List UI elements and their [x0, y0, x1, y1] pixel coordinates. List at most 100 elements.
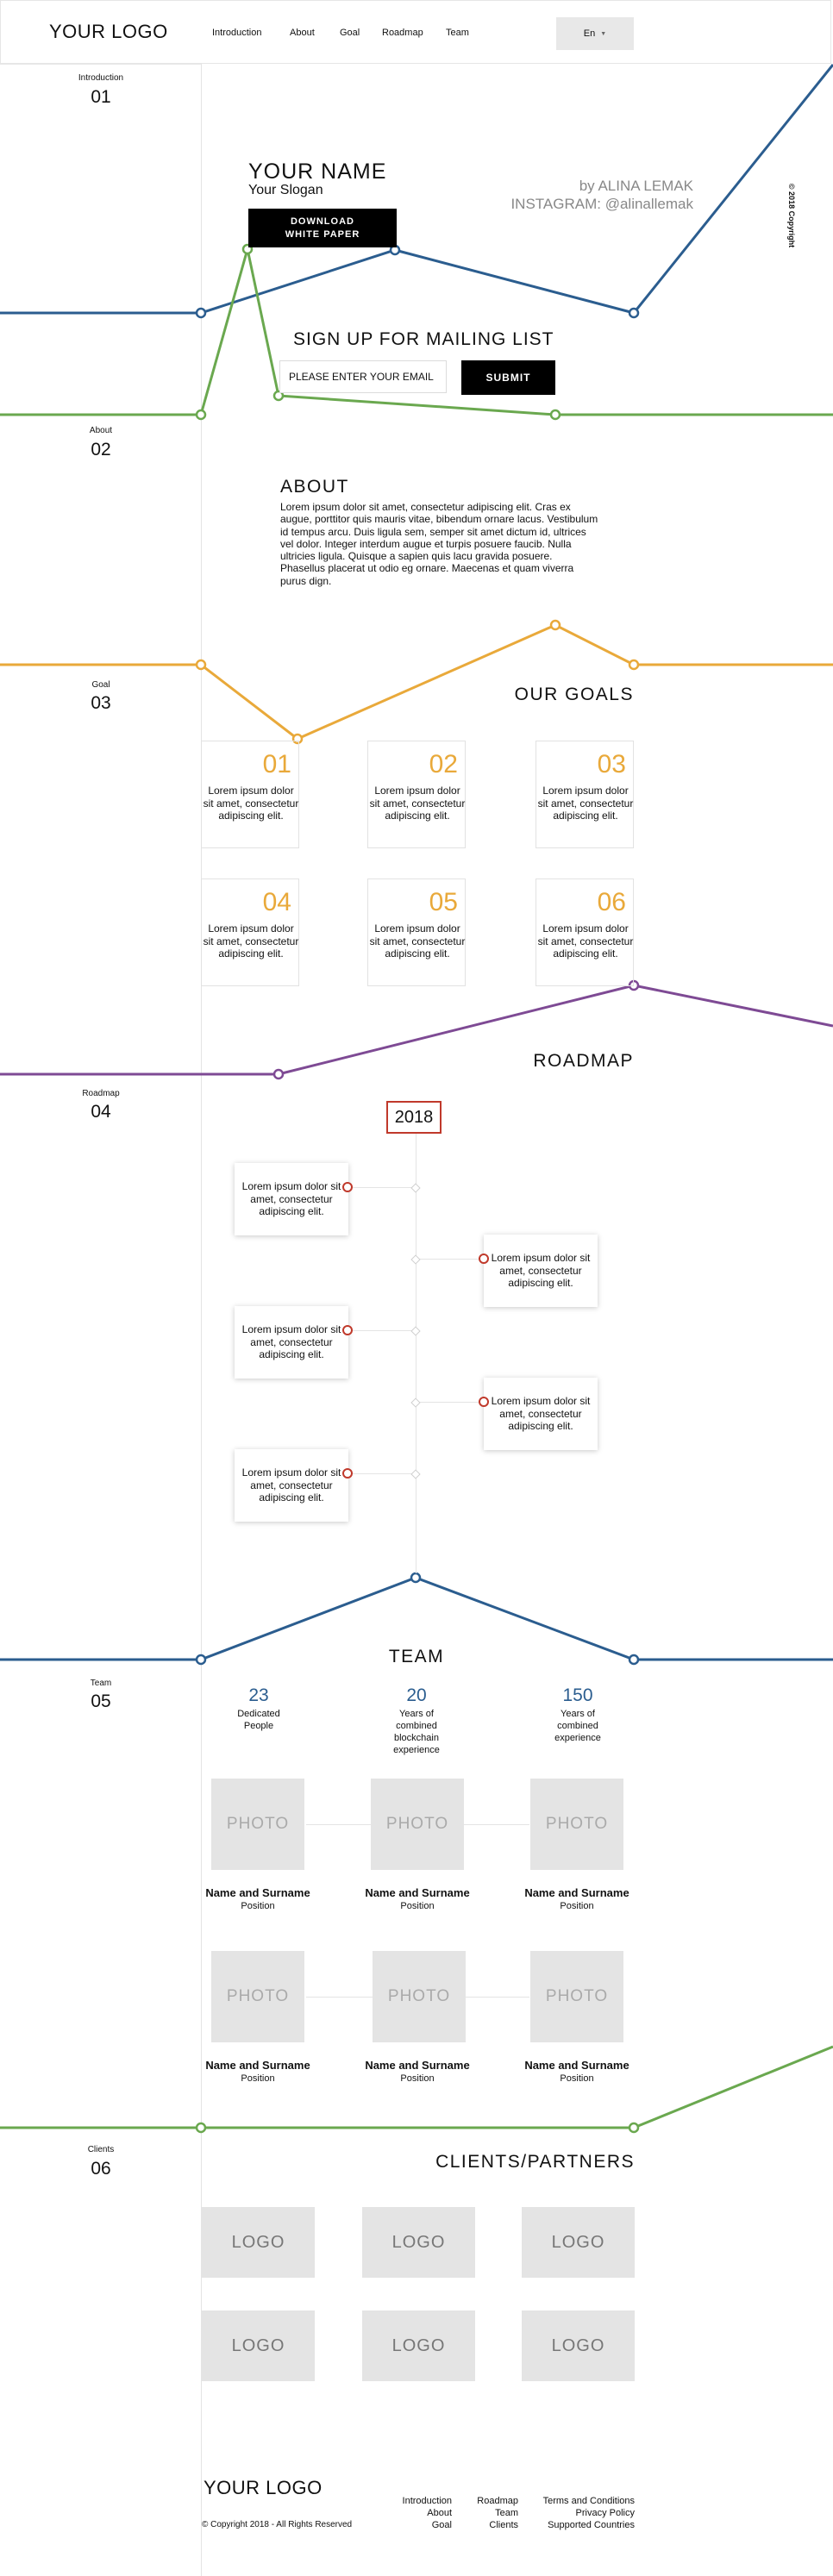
submit-button[interactable]: SUBMIT [461, 360, 555, 395]
goal-text: Lorem ipsum dolor sit amet, consectetur … [203, 785, 299, 822]
section-label-goal: Goal [91, 680, 110, 690]
footer-link-goal[interactable]: Goal [431, 2520, 452, 2530]
footer-link-terms[interactable]: Terms and Conditions [542, 2496, 635, 2506]
stat-label: Years of combined experience [554, 1709, 601, 1743]
nav-introduction[interactable]: Introduction [212, 28, 262, 38]
member-position: Position [400, 1901, 435, 1911]
member-photo: PHOTO [211, 1779, 304, 1870]
goal-text: Lorem ipsum dolor sit amet, consectetur … [369, 785, 466, 822]
roadmap-title: ROADMAP [533, 1051, 634, 1071]
author-credit: by ALINA LEMAK INSTAGRAM: @alinallemak [483, 177, 693, 213]
nav-goal[interactable]: Goal [340, 28, 360, 38]
download-label-line2: WHITE PAPER [285, 228, 360, 240]
footer-logo[interactable]: YOUR LOGO [204, 2477, 323, 2498]
footer-link-clients[interactable]: Clients [489, 2520, 518, 2530]
language-selector[interactable]: En ▼ [556, 17, 634, 50]
timeline-diamond [410, 1397, 421, 1408]
member-name: Name and Surname [365, 2059, 470, 2072]
download-label-line1: DOWNLOAD [290, 216, 354, 227]
email-input[interactable] [279, 360, 447, 393]
timeline-diamond [410, 1183, 421, 1193]
goal-text: Lorem ipsum dolor sit amet, consectetur … [537, 922, 634, 960]
section-label-introduction: Introduction [78, 73, 124, 83]
roadmap-marker [342, 1182, 353, 1192]
roadmap-connector [416, 1259, 484, 1260]
member-position: Position [560, 2073, 594, 2084]
section-number-about: 02 [91, 440, 111, 460]
mailing-list-title: SIGN UP FOR MAILING LIST [293, 329, 554, 349]
nav-team[interactable]: Team [446, 28, 469, 38]
client-logo[interactable]: LOGO [362, 2310, 475, 2381]
stat-value: 20 [406, 1685, 427, 1705]
member-position: Position [560, 1901, 594, 1911]
roadmap-marker [479, 1254, 489, 1264]
footer-link-introduction[interactable]: Introduction [402, 2496, 452, 2506]
client-logo[interactable]: LOGO [522, 2207, 635, 2278]
nav-roadmap[interactable]: Roadmap [382, 28, 423, 38]
roadmap-item: Lorem ipsum dolor sit amet, consectetur … [235, 1306, 348, 1379]
roadmap-connector [348, 1473, 416, 1474]
language-value: En [583, 28, 596, 39]
goal-card: 03 Lorem ipsum dolor sit amet, consectet… [536, 741, 634, 848]
header-logo[interactable]: YOUR LOGO [49, 21, 168, 42]
member-name: Name and Surname [205, 1886, 310, 1899]
section-label-clients: Clients [87, 2145, 115, 2154]
footer-copyright: © Copyright 2018 - All Rights Reserved [202, 2520, 353, 2529]
footer-link-roadmap[interactable]: Roadmap [477, 2496, 518, 2506]
section-number-clients: 06 [91, 2159, 111, 2179]
goal-card: 02 Lorem ipsum dolor sit amet, consectet… [367, 741, 466, 848]
roadmap-connector [348, 1187, 416, 1188]
client-logo[interactable]: LOGO [362, 2207, 475, 2278]
roadmap-item: Lorem ipsum dolor sit amet, consectetur … [235, 1163, 348, 1235]
nav-about[interactable]: About [290, 28, 315, 38]
goal-number: 04 [262, 888, 291, 916]
chevron-down-icon: ▼ [600, 30, 607, 37]
roadmap-item: Lorem ipsum dolor sit amet, consectetur … [235, 1449, 348, 1522]
goal-card: 01 Lorem ipsum dolor sit amet, consectet… [201, 741, 299, 848]
roadmap-item-text: Lorem ipsum dolor sit amet, consectetur … [241, 1323, 341, 1361]
clients-title: CLIENTS/PARTNERS [435, 2152, 635, 2172]
member-photo: PHOTO [371, 1779, 464, 1870]
roadmap-connector [416, 1402, 484, 1403]
footer-link-team[interactable]: Team [495, 2508, 518, 2518]
author-by-line: by ALINA LEMAK [579, 178, 693, 194]
roadmap-item: Lorem ipsum dolor sit amet, consectetur … [484, 1235, 598, 1307]
section-label-about: About [89, 426, 113, 435]
member-position: Position [400, 2073, 435, 2084]
goal-card: 06 Lorem ipsum dolor sit amet, consectet… [536, 878, 634, 986]
footer-links-col2: Roadmap Team Clients [431, 2495, 518, 2531]
member-name: Name and Surname [365, 1886, 470, 1899]
team-title: TEAM [388, 1647, 445, 1666]
member-photo: PHOTO [211, 1951, 304, 2042]
author-instagram[interactable]: INSTAGRAM: @alinallemak [510, 196, 693, 212]
goal-text: Lorem ipsum dolor sit amet, consectetur … [537, 785, 634, 822]
roadmap-item-text: Lorem ipsum dolor sit amet, consectetur … [241, 1466, 341, 1504]
footer-link-privacy[interactable]: Privacy Policy [575, 2508, 635, 2518]
download-white-paper-button[interactable]: DOWNLOAD WHITE PAPER [248, 209, 397, 247]
member-photo: PHOTO [530, 1779, 623, 1870]
goal-text: Lorem ipsum dolor sit amet, consectetur … [203, 922, 299, 960]
roadmap-marker [342, 1325, 353, 1335]
section-number-goal: 03 [91, 693, 111, 713]
footer-link-countries[interactable]: Supported Countries [548, 2520, 635, 2530]
section-number-introduction: 01 [91, 87, 111, 107]
member-name: Name and Surname [524, 1886, 629, 1899]
member-photo: PHOTO [530, 1951, 623, 2042]
roadmap-item-text: Lorem ipsum dolor sit amet, consectetur … [491, 1252, 591, 1290]
client-logo[interactable]: LOGO [522, 2310, 635, 2381]
left-column-divider [201, 64, 202, 2576]
stat-value: 23 [248, 1685, 269, 1705]
footer-links-col1: Introduction About Goal [345, 2495, 452, 2531]
member-name: Name and Surname [205, 2059, 310, 2072]
client-logo[interactable]: LOGO [202, 2310, 315, 2381]
about-title: ABOUT [280, 477, 349, 497]
stat-label: Dedicated People [237, 1709, 280, 1731]
member-photo: PHOTO [373, 1951, 466, 2042]
goal-number: 01 [262, 750, 291, 778]
hero-name: YOUR NAME [248, 159, 387, 184]
client-logo[interactable]: LOGO [202, 2207, 315, 2278]
footer-link-about[interactable]: About [427, 2508, 452, 2518]
roadmap-item: Lorem ipsum dolor sit amet, consectetur … [484, 1378, 598, 1450]
timeline-diamond [410, 1469, 421, 1479]
goal-number: 06 [597, 888, 626, 916]
